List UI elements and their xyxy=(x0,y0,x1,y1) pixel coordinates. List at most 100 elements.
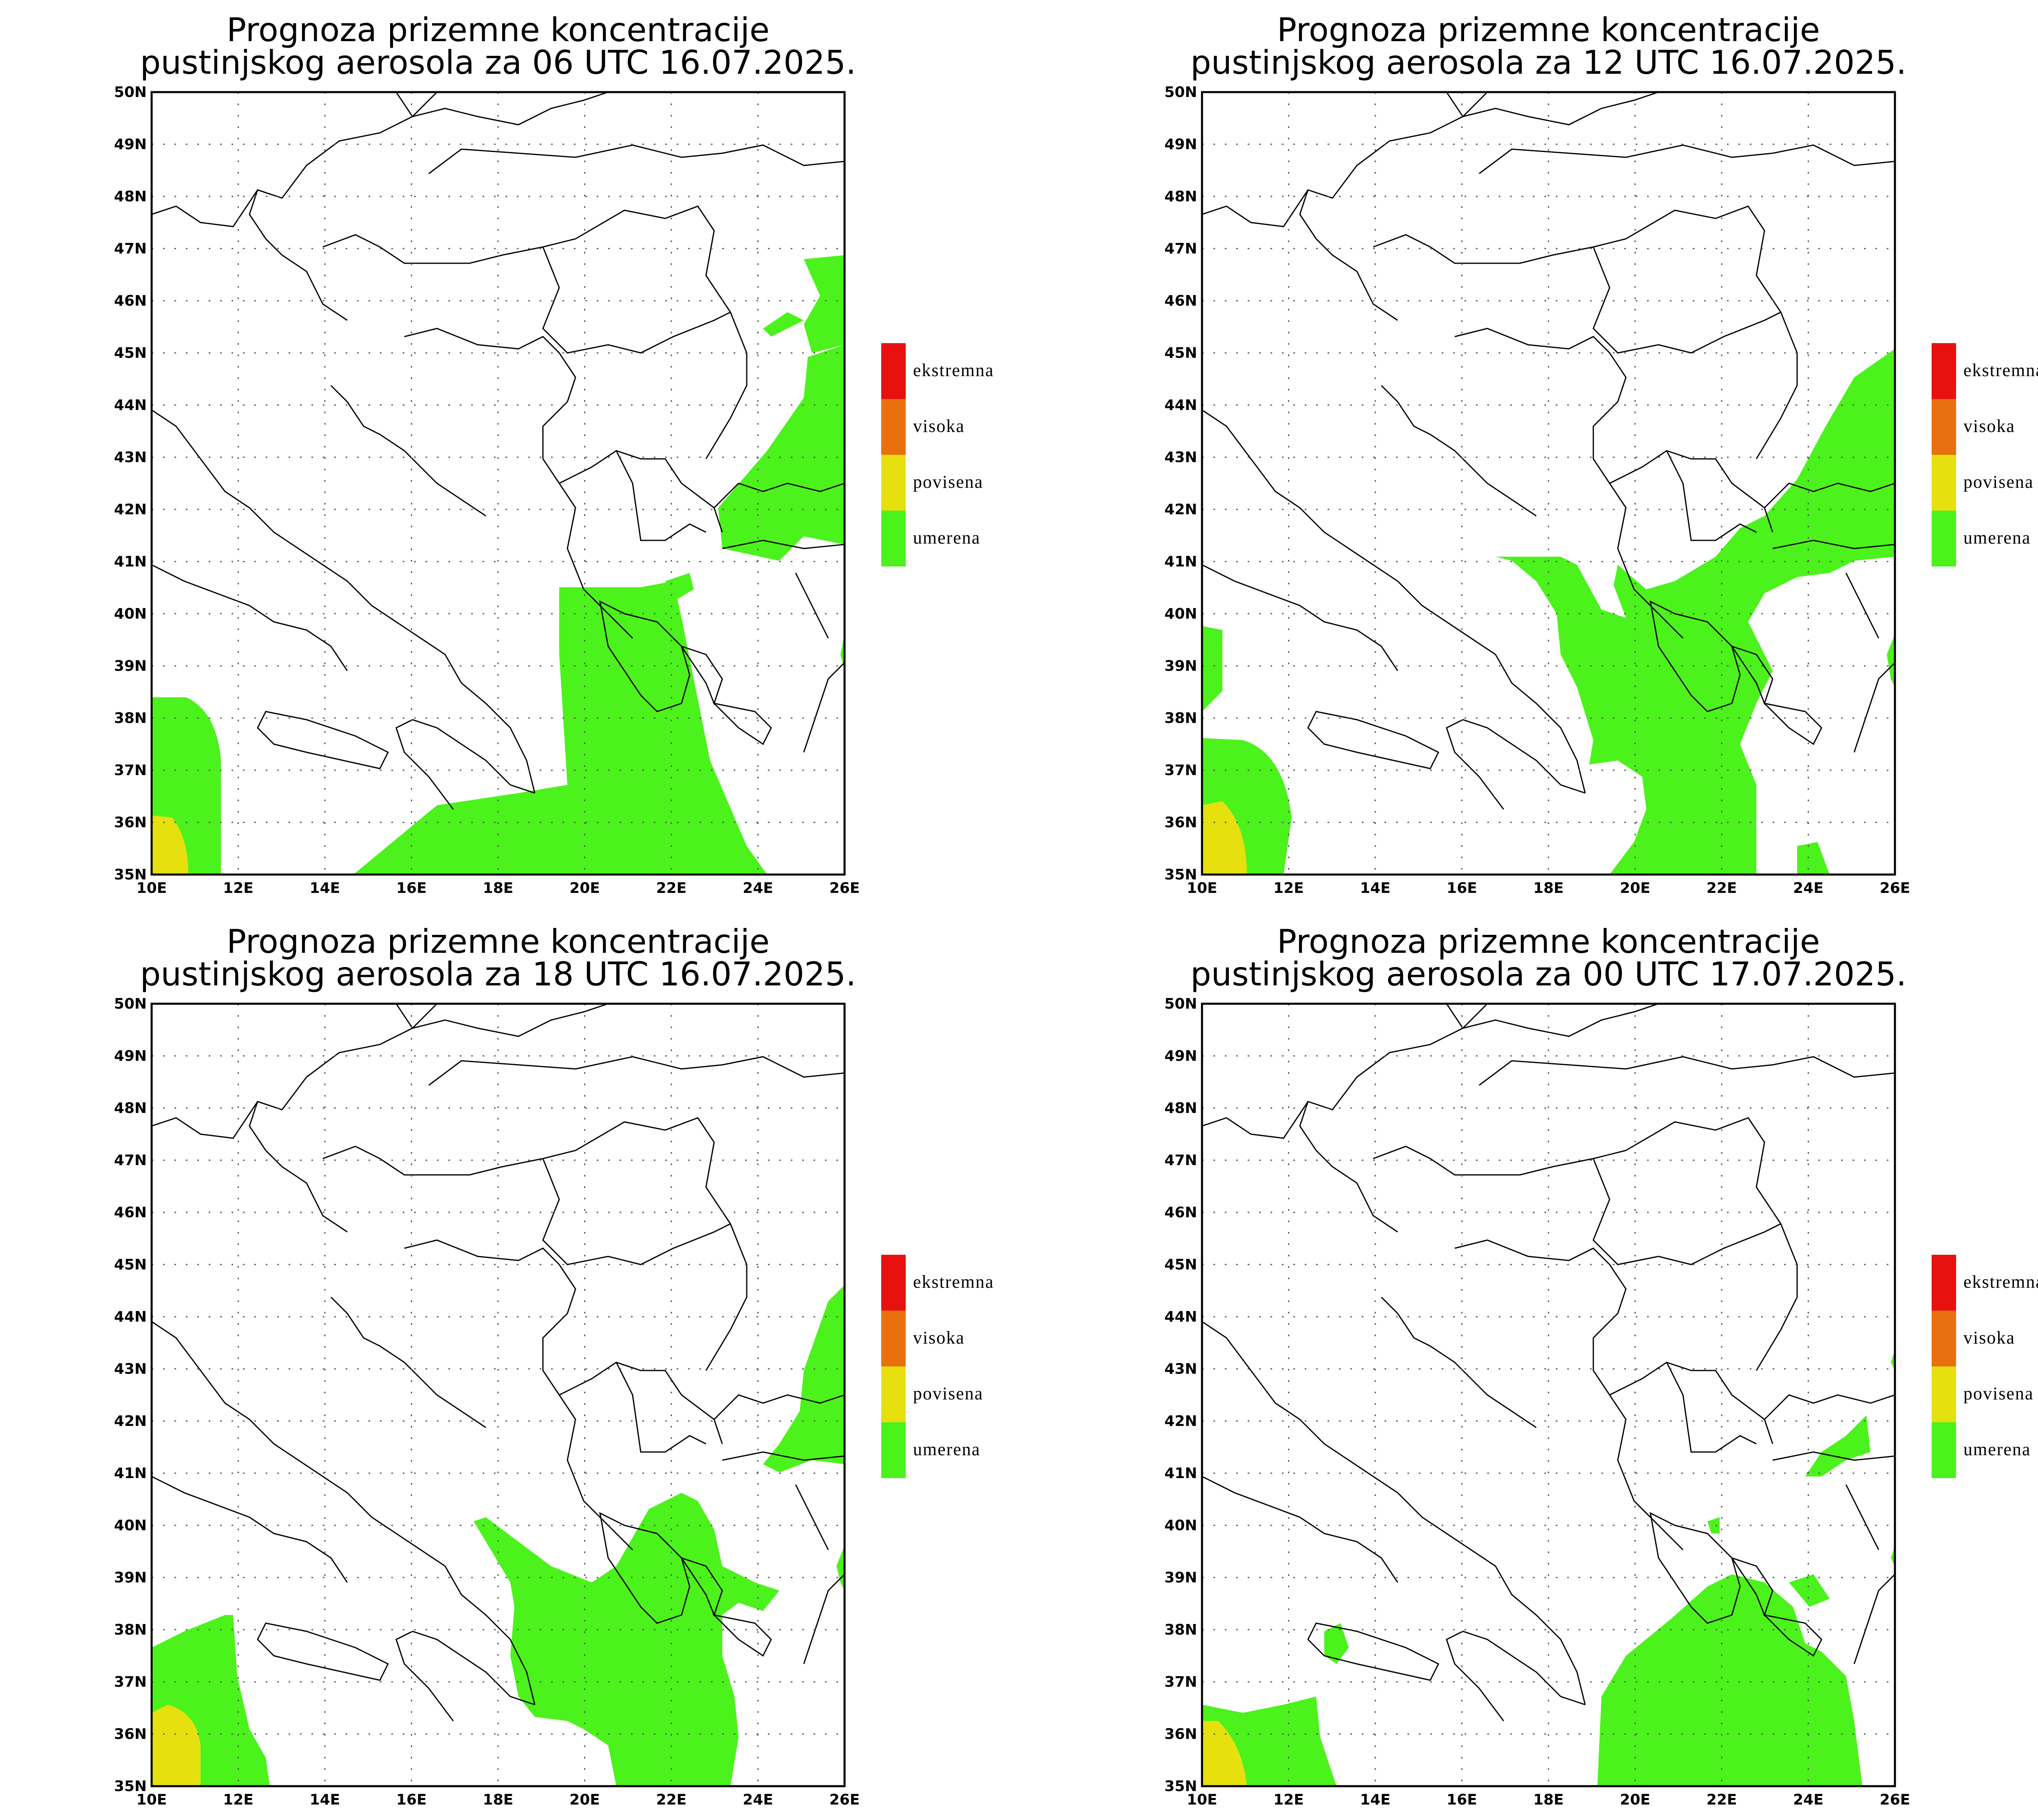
panel-title-line1: Prognoza prizemne koncentracije xyxy=(227,11,770,49)
lat-tick-label: 41N xyxy=(1165,1465,1197,1482)
lat-tick-label: 45N xyxy=(1165,1256,1197,1273)
lat-tick-label: 47N xyxy=(114,1152,147,1169)
lon-tick-label: 20E xyxy=(1620,1791,1650,1808)
lat-tick-label: 42N xyxy=(114,501,147,518)
lat-tick-label: 47N xyxy=(114,240,147,257)
map-frame xyxy=(150,91,846,876)
legend-label: visoka xyxy=(1963,416,2015,436)
lat-tick-label: 39N xyxy=(1165,658,1197,674)
country-borders xyxy=(1202,92,1895,810)
country-borders xyxy=(152,92,845,810)
lat-axis: 35N 36N 37N 38N 39N 40N 41N 42N 43N 44N … xyxy=(1165,84,1197,883)
lon-tick-label: 18E xyxy=(1533,1791,1564,1808)
legend-label: visoka xyxy=(1963,1328,2015,1348)
lat-axis: 35N 36N 37N 38N 39N 40N 41N 42N 43N 44N … xyxy=(1165,996,1197,1795)
map-frame xyxy=(1201,1003,1896,1787)
legend-label: ekstremna xyxy=(913,1272,994,1292)
lat-tick-label: 47N xyxy=(1165,1152,1197,1169)
lat-tick-label: 50N xyxy=(114,996,147,1012)
panel-06utc: Prognoza prizemne koncentracije pustinjs… xyxy=(114,11,994,897)
panel-title-line1: Prognoza prizemne koncentracije xyxy=(1277,923,1820,961)
legend: ekstremna visoka povisena umerena xyxy=(881,343,994,566)
lat-tick-label: 44N xyxy=(1165,1309,1197,1325)
panel-title-line2: pustinjskog aerosola za 18 UTC 16.07.202… xyxy=(140,955,856,993)
map-area xyxy=(1202,92,1895,875)
legend-label: povisena xyxy=(913,1384,983,1404)
lat-tick-label: 36N xyxy=(114,814,147,831)
legend-label: povisena xyxy=(1963,472,2034,492)
lat-tick-label: 48N xyxy=(1165,1100,1197,1117)
lon-tick-label: 10E xyxy=(137,1791,167,1808)
lat-tick-label: 48N xyxy=(114,188,147,205)
legend-swatch-umerena xyxy=(881,511,906,566)
panel-title-line1: Prognoza prizemne koncentracije xyxy=(227,923,770,961)
panel-00utc: Prognoza prizemne koncentracije pustinjs… xyxy=(1165,923,2038,1808)
legend: ekstremna visoka povisena umerena xyxy=(1932,1255,2038,1478)
country-borders xyxy=(1202,1004,1895,1721)
lat-tick-label: 46N xyxy=(1165,1204,1197,1221)
lon-tick-label: 16E xyxy=(396,1791,427,1808)
lon-tick-label: 16E xyxy=(396,880,427,897)
gridlines xyxy=(1202,92,1895,875)
lat-tick-label: 41N xyxy=(1165,553,1197,570)
lat-tick-label: 50N xyxy=(1165,996,1197,1012)
gridlines xyxy=(1202,1004,1895,1786)
lon-tick-label: 26E xyxy=(1880,880,1910,897)
legend-swatch-visoka xyxy=(1932,399,1956,455)
legend-swatch-povisena xyxy=(1932,1366,1956,1422)
lon-tick-label: 26E xyxy=(829,1791,860,1808)
lat-tick-label: 36N xyxy=(114,1726,147,1743)
legend-swatch-povisena xyxy=(1932,455,1956,511)
dust-elevated xyxy=(152,1705,201,1786)
lat-tick-label: 40N xyxy=(114,1517,147,1534)
lat-tick-label: 45N xyxy=(114,345,147,361)
lat-tick-label: 43N xyxy=(1165,449,1197,466)
panel-title-line2: pustinjskog aerosola za 06 UTC 16.07.202… xyxy=(140,44,856,82)
lon-tick-label: 22E xyxy=(1707,880,1737,897)
legend-swatch-umerena xyxy=(881,1422,906,1478)
legend-swatch-povisena xyxy=(881,1366,906,1422)
gridlines xyxy=(152,1004,845,1786)
lat-tick-label: 39N xyxy=(114,658,147,674)
lon-tick-label: 22E xyxy=(656,1791,687,1808)
legend-swatch-ekstremna xyxy=(1932,1255,1956,1311)
dust-elevated xyxy=(152,815,188,875)
panel-title-line1: Prognoza prizemne koncentracije xyxy=(1277,11,1820,49)
lat-axis: 35N 36N 37N 38N 39N 40N 41N 42N 43N 44N … xyxy=(114,996,147,1795)
map-area xyxy=(1202,1004,1895,1786)
lat-tick-label: 35N xyxy=(114,866,147,883)
lon-tick-label: 18E xyxy=(483,880,514,897)
legend-label: ekstremna xyxy=(913,360,994,380)
lat-tick-label: 49N xyxy=(114,1048,147,1064)
lat-tick-label: 50N xyxy=(1165,84,1197,101)
lat-tick-label: 43N xyxy=(114,1361,147,1377)
lon-tick-label: 10E xyxy=(137,880,167,897)
lon-tick-label: 20E xyxy=(569,880,600,897)
lat-tick-label: 35N xyxy=(114,1778,147,1795)
lat-tick-label: 38N xyxy=(1165,1622,1197,1638)
legend-label: umerena xyxy=(913,528,980,548)
lon-tick-label: 10E xyxy=(1187,1791,1218,1808)
dust-elevated xyxy=(1202,1721,1247,1786)
legend-label: povisena xyxy=(913,472,983,492)
lon-tick-label: 16E xyxy=(1447,1791,1477,1808)
lat-tick-label: 49N xyxy=(114,136,147,153)
lat-tick-label: 44N xyxy=(114,397,147,414)
panel-title-line2: pustinjskog aerosola za 12 UTC 16.07.202… xyxy=(1191,44,1907,82)
lat-tick-label: 37N xyxy=(114,762,147,779)
lat-tick-label: 42N xyxy=(1165,501,1197,518)
lat-tick-label: 36N xyxy=(1165,1726,1197,1743)
lat-tick-label: 35N xyxy=(1165,866,1197,883)
legend-label: ekstremna xyxy=(1963,1272,2038,1292)
lat-tick-label: 43N xyxy=(1165,1361,1197,1377)
map-frame xyxy=(1201,91,1896,876)
lon-tick-label: 18E xyxy=(1533,880,1564,897)
lat-tick-label: 41N xyxy=(114,1465,147,1482)
country-borders xyxy=(152,1004,845,1721)
legend-swatch-ekstremna xyxy=(1932,343,1956,399)
lat-tick-label: 38N xyxy=(114,1622,147,1638)
lon-tick-label: 14E xyxy=(1360,1791,1391,1808)
lon-axis: 10E 12E 14E 16E 18E 20E 22E 24E 26E xyxy=(1187,880,1910,897)
lat-tick-label: 41N xyxy=(114,553,147,570)
